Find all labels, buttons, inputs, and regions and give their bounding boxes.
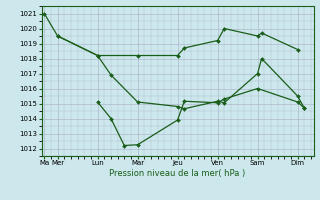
X-axis label: Pression niveau de la mer( hPa ): Pression niveau de la mer( hPa ) (109, 169, 246, 178)
